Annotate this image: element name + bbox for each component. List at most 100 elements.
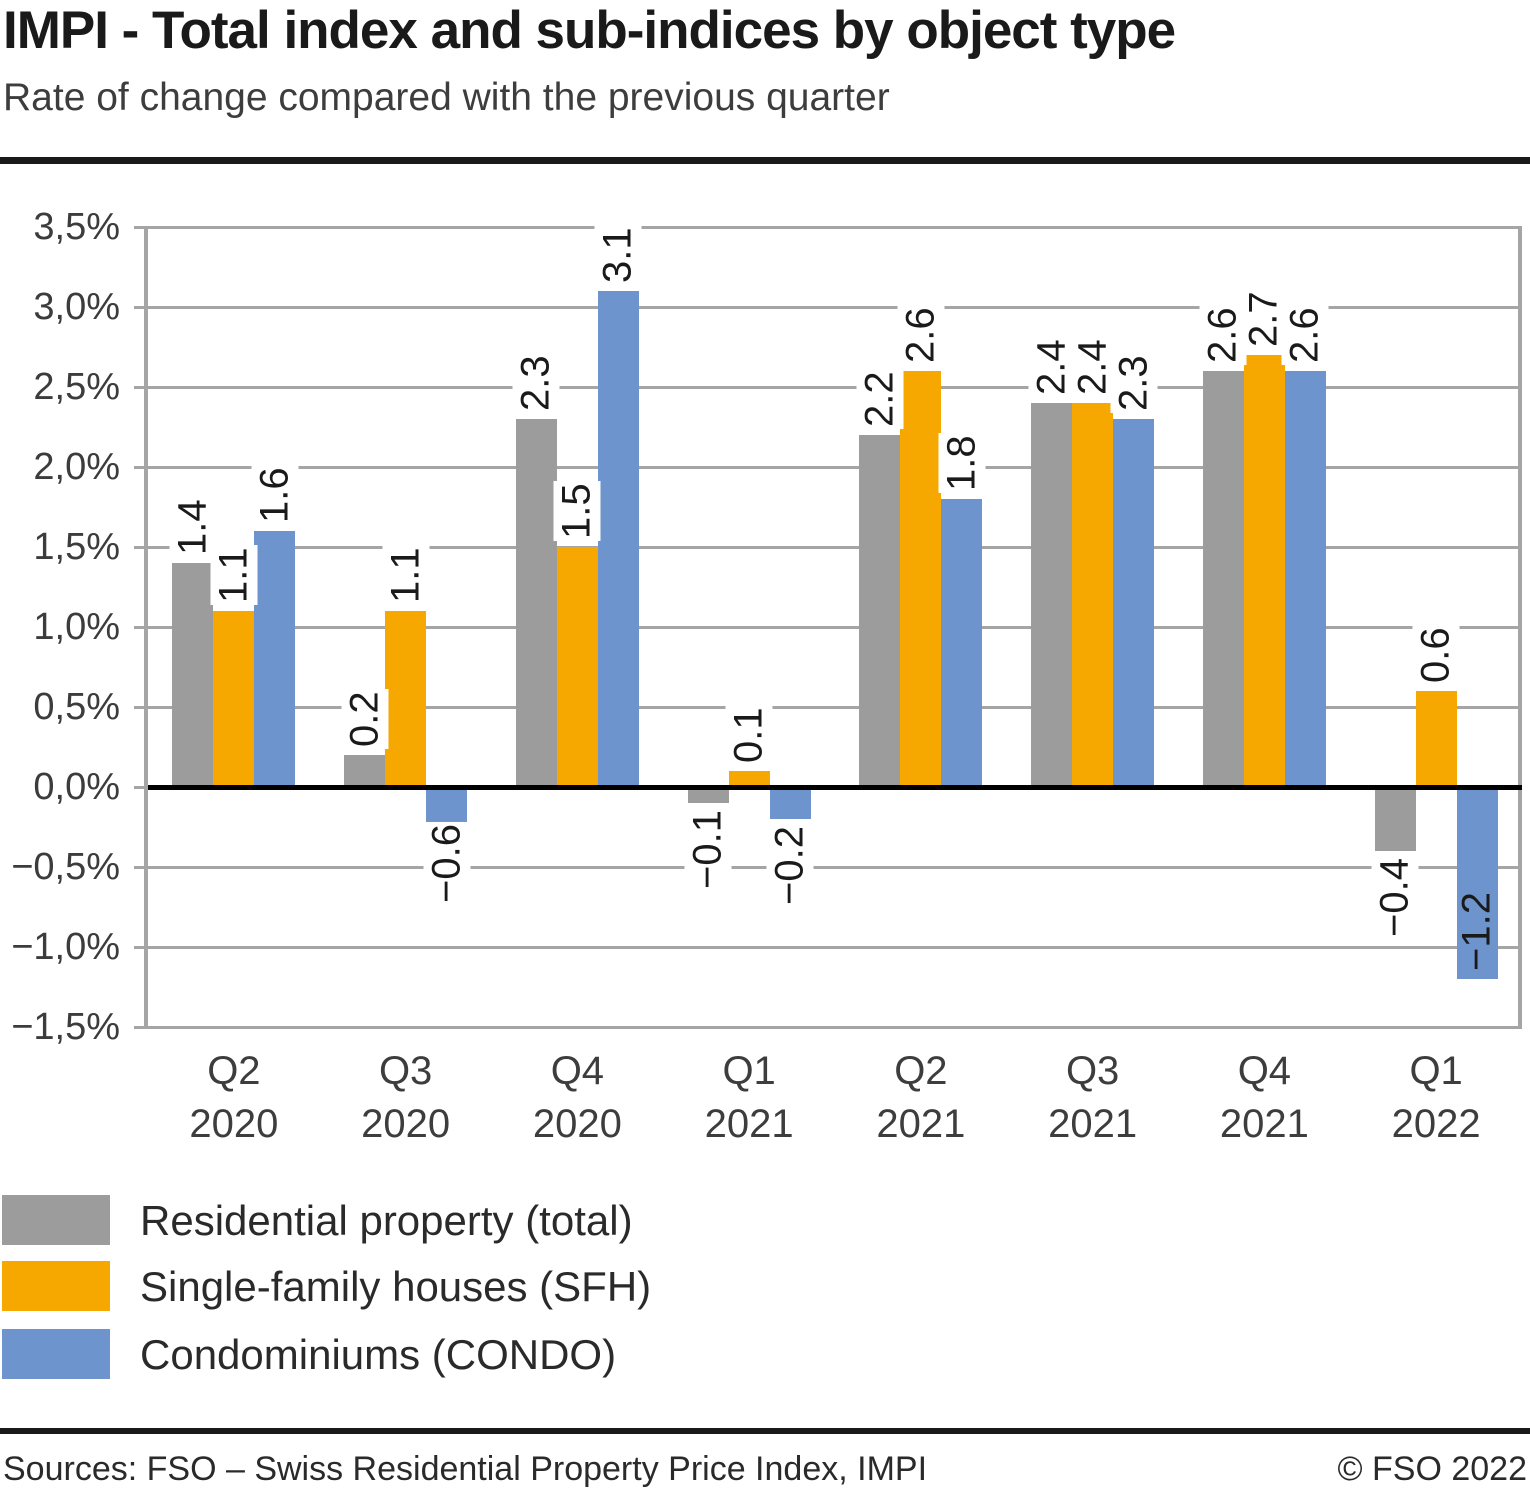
y-tick <box>134 786 148 789</box>
y-tick-label: 1,0% <box>33 606 120 648</box>
y-tick-label: 3,5% <box>33 206 120 248</box>
bar <box>1284 371 1326 787</box>
x-label-quarter: Q2 <box>894 1049 948 1093</box>
legend-swatch-sfh <box>2 1261 110 1311</box>
bar-value-label: −0.4 <box>1371 856 1419 939</box>
bar <box>556 547 598 787</box>
bar-value-label: 2.3 <box>512 353 560 413</box>
gridline <box>148 1026 1522 1029</box>
legend-label-condo: Condominiums (CONDO) <box>140 1331 617 1378</box>
x-label-quarter: Q4 <box>1237 1049 1292 1093</box>
bar-value-label: 1.1 <box>382 545 430 605</box>
header-divider <box>0 157 1530 164</box>
y-tick <box>134 1026 148 1029</box>
y-tick-label: 2,0% <box>33 446 120 488</box>
y-tick-label: −1,0% <box>11 926 120 968</box>
zero-line <box>148 785 1522 790</box>
footer-divider <box>0 1428 1530 1434</box>
bar-value-label: 2.3 <box>1110 353 1158 413</box>
bar-value-label: 1.5 <box>553 481 601 541</box>
gridline <box>148 946 1522 949</box>
y-tick-label: 1,5% <box>33 526 120 568</box>
x-label-year: 2021 <box>1048 1102 1138 1146</box>
bar <box>859 435 901 787</box>
legend-label-sfh: Single-family houses (SFH) <box>140 1263 652 1310</box>
legend-swatch-total <box>2 1195 110 1245</box>
bar <box>1374 787 1416 851</box>
bar-value-label: 0.6 <box>1412 625 1460 685</box>
x-label-quarter: Q3 <box>1065 1049 1120 1093</box>
x-axis-label: Q3 2021 <box>1003 1048 1183 1147</box>
gridline <box>148 626 1522 629</box>
bar <box>1031 403 1073 787</box>
x-label-quarter: Q3 <box>378 1049 433 1093</box>
x-label-year: 2020 <box>361 1102 451 1146</box>
bar <box>769 787 811 819</box>
gridline <box>148 466 1522 469</box>
page-title: IMPI - Total index and sub-indices by ob… <box>3 1 1176 60</box>
gridline <box>148 706 1522 709</box>
x-label-quarter: Q4 <box>550 1049 605 1093</box>
x-label-quarter: Q2 <box>207 1049 261 1093</box>
bar-value-label: −0.1 <box>684 808 732 891</box>
x-label-quarter: Q1 <box>722 1049 776 1093</box>
x-axis-label: Q2 2020 <box>144 1048 324 1147</box>
bar-value-label: 1.1 <box>210 545 258 605</box>
y-tick-label: 0,0% <box>33 766 120 808</box>
bar-value-label: 2.6 <box>897 305 945 365</box>
gridline <box>148 306 1522 309</box>
x-label-year: 2021 <box>876 1102 966 1146</box>
bar-value-label: 0.1 <box>725 705 773 765</box>
x-axis-label: Q3 2020 <box>316 1048 496 1147</box>
page-subtitle: Rate of change compared with the previou… <box>3 76 890 119</box>
legend-swatch-condo <box>2 1329 110 1379</box>
y-tick <box>134 946 148 949</box>
bar-value-label: 3.1 <box>594 225 642 285</box>
x-axis-label: Q4 2020 <box>487 1048 667 1147</box>
bar <box>172 563 214 787</box>
bar-value-label: 0.2 <box>341 689 389 749</box>
bar <box>1456 787 1498 979</box>
bar <box>597 291 639 787</box>
bar-value-label: 2.2 <box>856 369 904 429</box>
x-label-year: 2020 <box>532 1102 622 1146</box>
bar-value-label: 2.4 <box>1069 337 1117 397</box>
bar <box>687 787 729 803</box>
bar <box>900 371 942 787</box>
y-tick-label: 3,0% <box>33 286 120 328</box>
y-tick-label: −0,5% <box>11 846 120 888</box>
bar <box>213 611 255 787</box>
y-tick <box>134 706 148 709</box>
legend-label-total: Residential property (total) <box>140 1197 633 1244</box>
plot-right-border <box>1518 227 1522 1027</box>
bar-value-label: 1.4 <box>169 497 217 557</box>
bar-value-label: −0.6 <box>423 822 471 905</box>
y-tick <box>134 546 148 549</box>
bar-value-label: −0.2 <box>766 824 814 907</box>
gridline <box>148 386 1522 389</box>
bar <box>1113 419 1155 787</box>
x-label-year: 2021 <box>1219 1102 1309 1146</box>
y-tick <box>134 306 148 309</box>
bar <box>941 499 983 787</box>
x-axis-label: Q4 2021 <box>1174 1048 1354 1147</box>
bar-value-label: 1.8 <box>938 433 986 493</box>
x-label-year: 2020 <box>189 1102 279 1146</box>
gridline <box>148 226 1522 229</box>
gridline <box>148 546 1522 549</box>
x-label-year: 2021 <box>704 1102 794 1146</box>
y-tick-label: 2,5% <box>33 366 120 408</box>
bar <box>728 771 770 787</box>
sources-text: Sources: FSO – Swiss Residential Propert… <box>3 1450 928 1488</box>
y-tick <box>134 866 148 869</box>
gridline <box>148 866 1522 869</box>
bar <box>1243 355 1285 787</box>
bar <box>515 419 557 787</box>
y-axis-line <box>144 227 148 1027</box>
copyright-text: © FSO 2022 <box>1337 1450 1527 1488</box>
bar-value-label: 2.4 <box>1028 337 1076 397</box>
x-axis-label: Q2 2021 <box>831 1048 1011 1147</box>
x-label-quarter: Q1 <box>1409 1049 1463 1093</box>
